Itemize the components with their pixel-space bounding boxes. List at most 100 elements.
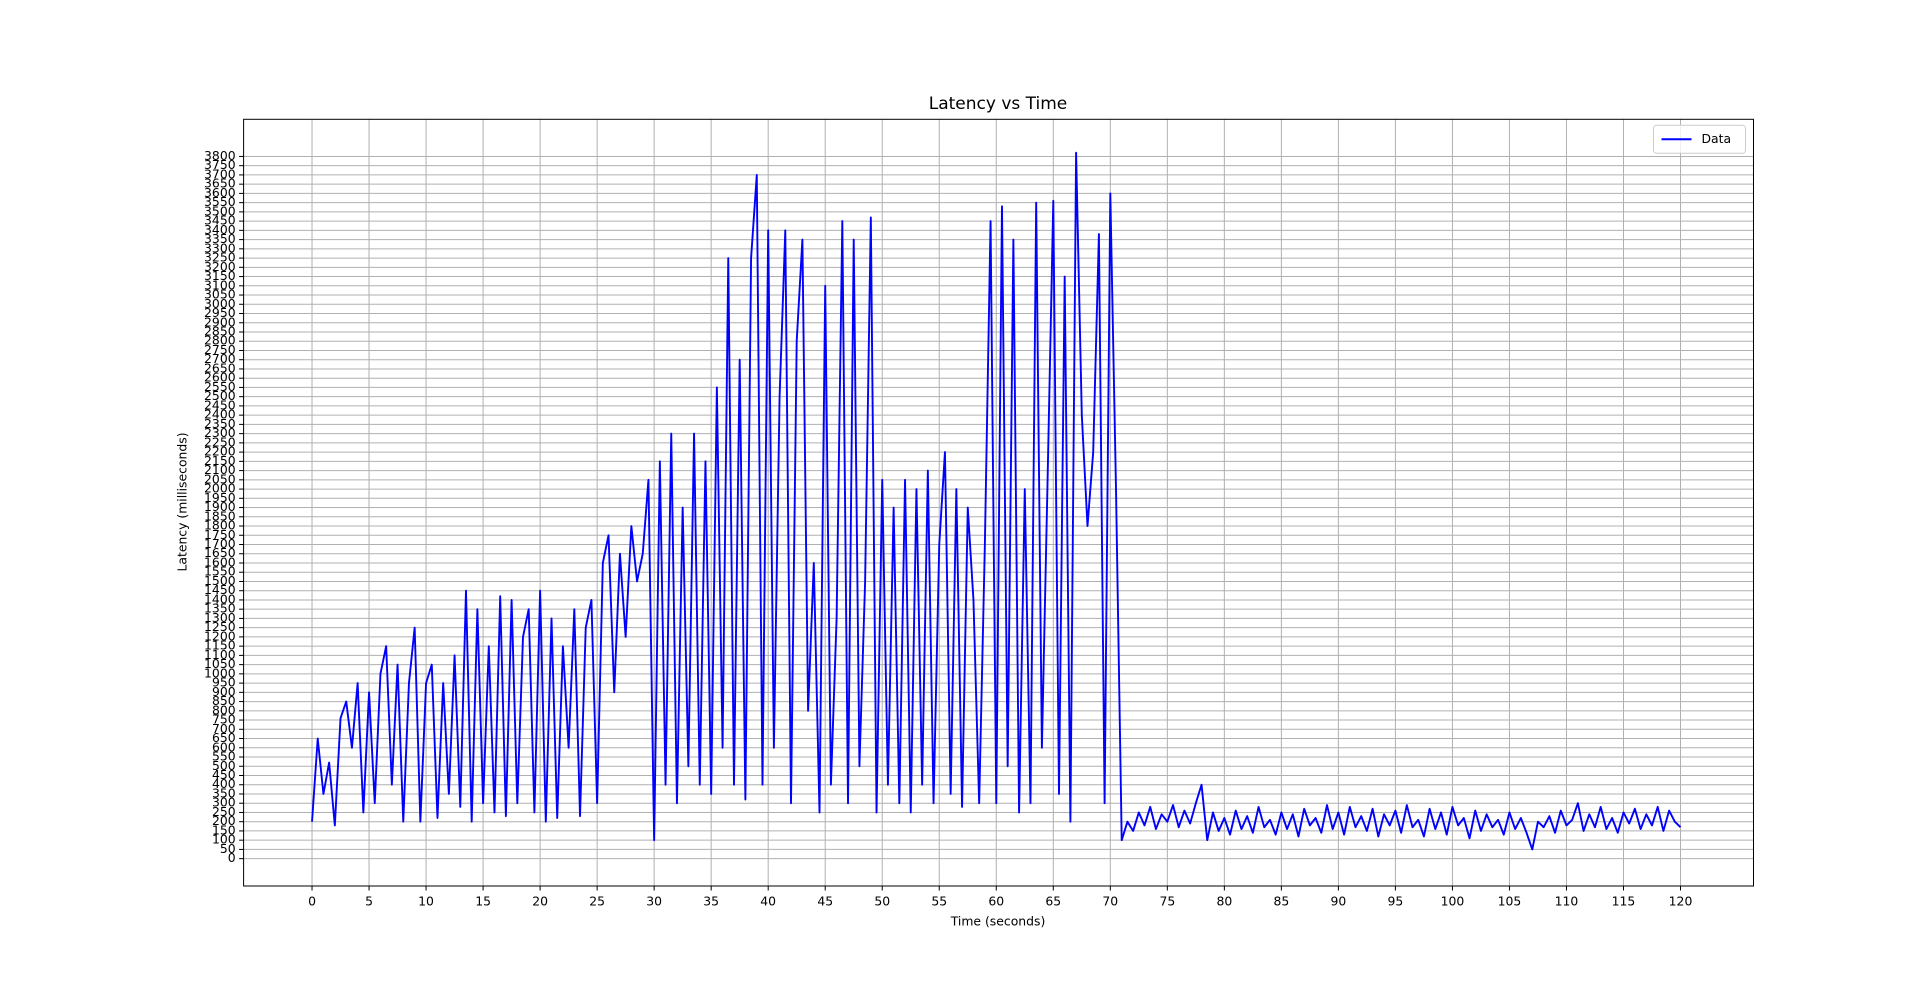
x-tick-label: 20 [532,894,548,909]
y-tick-label: 750 [212,712,236,727]
y-tick-label: 1250 [204,619,236,634]
y-tick-label: 2950 [204,305,236,320]
plot-frame [243,118,1755,887]
y-tick-label: 1550 [204,564,236,579]
y-tick-label: 500 [212,758,236,773]
y-tick-label: 3400 [204,222,236,237]
y-tick-label: 2300 [204,425,236,440]
y-tick-label: 2900 [204,314,236,329]
x-tick-label: 35 [703,894,719,909]
x-tick-label: 5 [365,894,373,909]
x-axis-label: Time (seconds) [950,914,1046,929]
y-tick-label: 2100 [204,462,236,477]
y-tick-label: 3500 [204,203,236,218]
x-tick-label: 65 [1045,894,1061,909]
y-tick-label: 1700 [204,536,236,551]
y-tick-label: 3100 [204,277,236,292]
y-tick-label: 2200 [204,444,236,459]
x-tick-label: 50 [874,894,890,909]
y-tick-label: 900 [212,684,236,699]
x-tick-label: 40 [760,894,776,909]
y-tick-label: 400 [212,776,236,791]
y-tick-label: 100 [212,832,236,847]
y-tick-label: 1150 [204,638,236,653]
y-tick-label: 1050 [204,656,236,671]
y-tick-label: 300 [212,795,236,810]
y-tick-label: 2400 [204,407,236,422]
y-tick-label: 2600 [204,370,236,385]
y-tick-label: 550 [212,749,236,764]
x-tick-label: 90 [1331,894,1347,909]
y-tick-label: 2450 [204,397,236,412]
y-tick-label: 250 [212,804,236,819]
x-tick-label: 70 [1102,894,1118,909]
x-tick-label: 55 [931,894,947,909]
y-tick-label: 2500 [204,388,236,403]
y-tick-label: 1300 [204,610,236,625]
x-tick-label: 85 [1273,894,1289,909]
x-tick-label: 25 [589,894,605,909]
y-tick-label: 2000 [204,481,236,496]
x-tick-label: 45 [817,894,833,909]
y-tick-label: 2250 [204,434,236,449]
x-tick-label: 95 [1388,894,1404,909]
y-tick-label: 1450 [204,582,236,597]
y-tick-label: 1800 [204,518,236,533]
x-tick-label: 10 [418,894,434,909]
y-tick-label: 3600 [204,185,236,200]
y-tick-label: 450 [212,767,236,782]
y-tick-label: 2150 [204,453,236,468]
y-tick-label: 1100 [204,647,236,662]
x-tick-label: 80 [1216,894,1232,909]
legend-label: Data [1702,131,1732,146]
y-tick-label: 200 [212,813,236,828]
x-tick-label: 115 [1612,894,1636,909]
y-tick-label: 1900 [204,499,236,514]
data-line [311,151,1682,851]
y-tick-label: 3350 [204,231,236,246]
y-tick-label: 2050 [204,471,236,486]
y-tick-label: 2750 [204,342,236,357]
y-tick-label: 1950 [204,490,236,505]
legend-box [1653,124,1746,154]
y-tick-label: 50 [220,841,236,856]
y-tick-label: 1500 [204,573,236,588]
y-tick-label: 3000 [204,296,236,311]
y-tick-label: 1350 [204,601,236,616]
x-tick-label: 105 [1498,894,1522,909]
y-tick-label: 1600 [204,554,236,569]
x-tick-label: 30 [646,894,662,909]
y-tick-label: 3550 [204,194,236,209]
x-tick-label: 75 [1159,894,1175,909]
y-tick-label: 950 [212,675,236,690]
y-tick-label: 1750 [204,527,236,542]
y-tick-label: 1200 [204,628,236,643]
y-tick-label: 2350 [204,416,236,431]
y-tick-label: 700 [212,721,236,736]
y-tick-label: 1000 [204,665,236,680]
y-tick-label: 3150 [204,268,236,283]
x-tick-label: 60 [988,894,1004,909]
chart-title: Latency vs Time [929,94,1068,114]
y-tick-label: 2550 [204,379,236,394]
y-tick-label: 3050 [204,287,236,302]
y-tick-label: 1850 [204,508,236,523]
y-tick-label: 2850 [204,323,236,338]
y-tick-label: 3250 [204,250,236,265]
y-tick-label: 0 [228,850,236,865]
y-tick-label: 2650 [204,360,236,375]
y-tick-label: 3700 [204,166,236,181]
y-tick-label: 800 [212,702,236,717]
x-tick-label: 15 [475,894,491,909]
y-tick-label: 850 [212,693,236,708]
y-tick-label: 3750 [204,157,236,172]
y-axis-label: Latency (milliseconds) [175,432,190,571]
y-tick-label: 3450 [204,213,236,228]
y-tick-label: 3200 [204,259,236,274]
x-tick-label: 100 [1441,894,1465,909]
y-tick-label: 600 [212,739,236,754]
y-tick-label: 150 [212,822,236,837]
x-tick-label: 110 [1555,894,1579,909]
y-tick-label: 350 [212,785,236,800]
